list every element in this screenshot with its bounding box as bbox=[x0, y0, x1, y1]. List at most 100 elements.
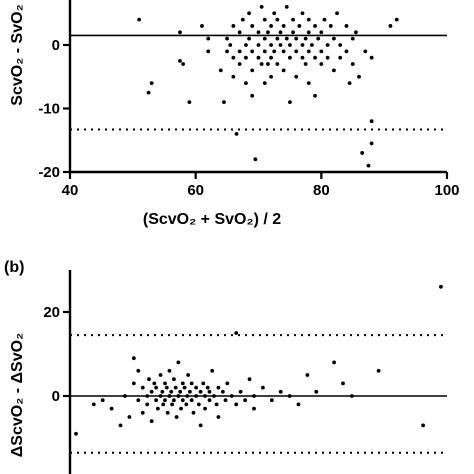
panel-b-point bbox=[174, 415, 179, 419]
panel-a-point bbox=[206, 49, 211, 54]
panel-a-point bbox=[225, 49, 229, 54]
panel-a-x-tick-label: 60 bbox=[187, 182, 204, 199]
panel-b-point bbox=[207, 389, 212, 394]
panel-a-point bbox=[237, 62, 242, 66]
panel-b-point bbox=[180, 381, 185, 386]
panel-a-point bbox=[275, 36, 280, 41]
panel-a-point bbox=[353, 30, 358, 35]
panel-a-point bbox=[146, 90, 151, 95]
panel-a-point bbox=[269, 55, 273, 60]
panel-a-point bbox=[319, 49, 324, 54]
panel-a-y-ticks: -20 -10 0 bbox=[38, 37, 70, 181]
panel-b-point bbox=[332, 360, 336, 365]
panel-b-point bbox=[189, 381, 194, 386]
panel-a-point bbox=[275, 17, 280, 22]
panel-a-point bbox=[325, 43, 330, 47]
panel-a: 40 60 80 100 -20 -10 0 (ScvO₂ + SvO₂) / 2 Scv… bbox=[9, 0, 460, 228]
panel-b-point bbox=[238, 389, 243, 394]
panel-a-point bbox=[256, 55, 261, 60]
panel-a-point bbox=[357, 74, 361, 79]
panel-b-point bbox=[180, 398, 185, 403]
panel-a-point bbox=[306, 49, 311, 54]
panel-b-point bbox=[163, 398, 167, 403]
panel-b-point bbox=[194, 385, 199, 390]
panel-a-point bbox=[237, 49, 242, 54]
panel-b-y-axis-title: ΔScvO₂ - ΔSvO₂ bbox=[9, 333, 26, 457]
panel-b-y-tick-label: 20 bbox=[43, 304, 60, 321]
panel-a-y-tick-label: -20 bbox=[38, 164, 60, 181]
panel-b-point bbox=[201, 381, 206, 386]
panel-b-point bbox=[170, 402, 175, 407]
panel-b-point bbox=[136, 368, 141, 373]
panel-b-point bbox=[341, 381, 345, 386]
panel-a-point bbox=[269, 24, 273, 28]
panel-a-point bbox=[313, 24, 317, 28]
panel-b-point bbox=[140, 385, 145, 390]
panel-a-point bbox=[332, 36, 336, 41]
panel-a-point bbox=[313, 55, 317, 60]
panel-a-point bbox=[325, 55, 330, 60]
panel-a-point bbox=[291, 30, 295, 35]
panel-a-point bbox=[262, 81, 267, 85]
panel-a-point bbox=[338, 55, 343, 60]
panel-a-point bbox=[335, 11, 339, 16]
panel-a-point bbox=[288, 100, 292, 105]
panel-b-point bbox=[216, 415, 221, 419]
panel-b-point bbox=[131, 356, 136, 361]
panel-a-point bbox=[253, 157, 258, 162]
panel-a-point bbox=[294, 36, 299, 41]
panel-b-point bbox=[252, 406, 256, 411]
panel-a-point bbox=[256, 30, 261, 35]
panel-b-point bbox=[305, 373, 310, 377]
panel-a-point bbox=[338, 43, 343, 47]
panel-b-point bbox=[234, 331, 239, 335]
panel-a-point bbox=[247, 11, 251, 16]
panel-a-point bbox=[247, 36, 251, 41]
panel-a-point bbox=[228, 43, 233, 47]
panel-b-point bbox=[100, 398, 105, 403]
panel-b-point bbox=[234, 402, 239, 407]
panel-a-point bbox=[363, 49, 368, 54]
panel-a-point bbox=[369, 55, 374, 60]
panel-b-point bbox=[220, 389, 225, 394]
panel-a-y-tick-label: -10 bbox=[38, 101, 60, 118]
panel-a-point bbox=[319, 62, 324, 66]
panel-b-point bbox=[167, 368, 172, 373]
panel-a-point bbox=[281, 24, 286, 28]
panel-a-point bbox=[259, 62, 264, 66]
panel-b-point bbox=[172, 398, 176, 403]
panel-b-points bbox=[74, 284, 443, 436]
panel-b-point bbox=[205, 385, 210, 390]
panel-a-point bbox=[388, 24, 393, 28]
panel-b-point bbox=[172, 377, 176, 382]
panel-a-point bbox=[288, 43, 292, 47]
panel-b-point bbox=[160, 389, 165, 394]
panel-a-point bbox=[284, 5, 289, 9]
panel-b-point bbox=[179, 406, 183, 411]
panel-a-point bbox=[269, 74, 273, 79]
panel-a-point bbox=[234, 132, 239, 136]
panel-b-point bbox=[184, 402, 189, 407]
panel-b-y-tick-label: 0 bbox=[52, 388, 60, 405]
panel-a-point bbox=[244, 55, 248, 60]
panel-b-point bbox=[186, 373, 191, 377]
panel-a-point bbox=[272, 49, 277, 54]
panel-a-point bbox=[137, 17, 142, 22]
panel-a-point bbox=[350, 36, 355, 41]
panel-a-point bbox=[178, 30, 182, 35]
panel-b-point bbox=[243, 398, 248, 403]
panel-a-point bbox=[278, 43, 283, 47]
panel-b-point bbox=[223, 398, 228, 403]
panel-b-label: (b) bbox=[4, 259, 24, 276]
panel-b-point bbox=[376, 368, 381, 373]
panel-a-point bbox=[306, 81, 311, 85]
panel-a-point bbox=[181, 62, 186, 66]
panel-b-point bbox=[191, 410, 196, 415]
panel-a-point bbox=[250, 68, 255, 73]
panel-b-point bbox=[269, 398, 274, 403]
panel-b-point bbox=[314, 389, 319, 394]
panel-b-point bbox=[188, 389, 192, 394]
panel-b-point bbox=[296, 402, 301, 407]
panel-b-point bbox=[164, 385, 169, 390]
